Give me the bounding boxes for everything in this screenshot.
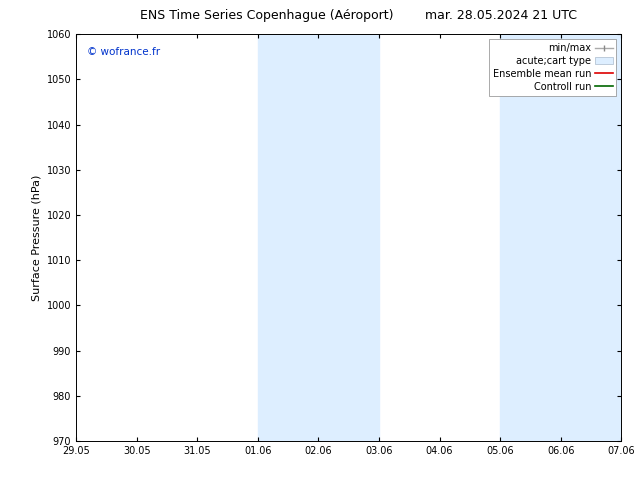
Title: ENS Time Series Copenhague (Aéroport)    mar. 28.05.2024 21 UTC: ENS Time Series Copenhague (Aéroport) ma… [0, 489, 1, 490]
Bar [500, 34, 621, 441]
Bar [258, 34, 379, 441]
Legend: min/max, acute;cart type, Ensemble mean run, Controll run: min/max, acute;cart type, Ensemble mean … [489, 39, 616, 96]
Text: mar. 28.05.2024 21 UTC: mar. 28.05.2024 21 UTC [425, 9, 578, 22]
Text: ENS Time Series Copenhague (Aéroport): ENS Time Series Copenhague (Aéroport) [140, 9, 394, 22]
Text: © wofrance.fr: © wofrance.fr [87, 47, 160, 56]
Y-axis label: Surface Pressure (hPa): Surface Pressure (hPa) [31, 174, 41, 301]
